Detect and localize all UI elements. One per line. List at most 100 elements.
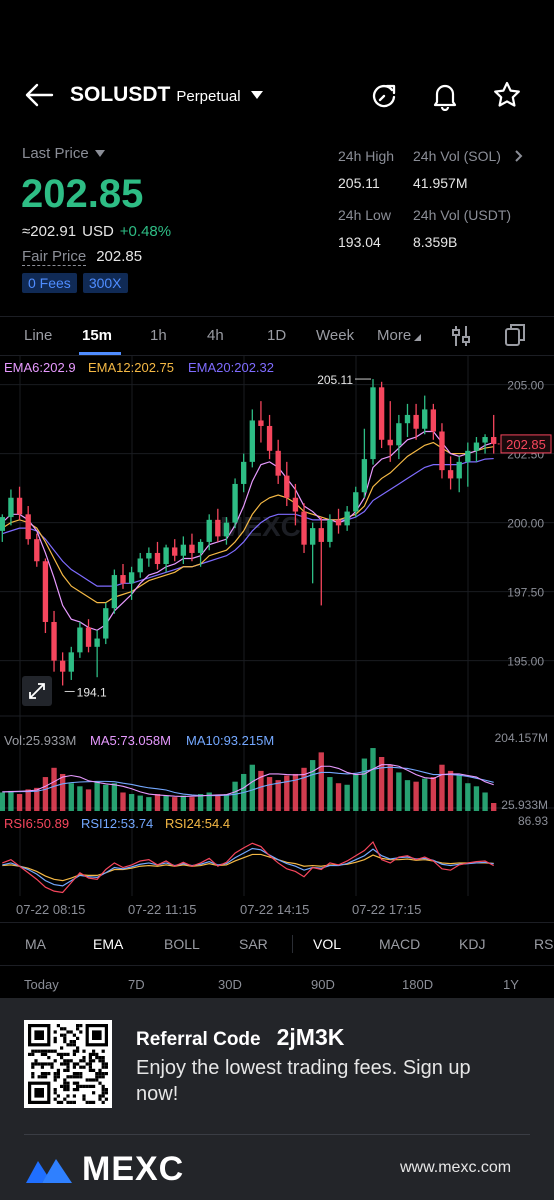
qr-module [40,1065,44,1069]
ema6-line [1,430,494,631]
qr-module [76,1046,80,1050]
tab-week[interactable]: Week [316,327,355,344]
candle [77,621,83,658]
qr-module [79,1075,83,1079]
qr-module [60,1033,64,1037]
range-90d[interactable]: 90D [311,977,335,992]
volume-bar [51,767,57,811]
volume-ma-lines [2,764,494,798]
qr-module [60,1046,64,1050]
low-marker-label: 194.1 [77,685,107,699]
last-price-label: Last Price [22,145,89,162]
range-7d[interactable]: 7D [128,977,145,992]
indicator-sar[interactable]: SAR [239,936,268,952]
tab-1d[interactable]: 1D [267,327,287,344]
qr-module [47,1049,51,1053]
fair-price-value: 202.85 [96,248,143,265]
rsi-lines [2,840,494,894]
qr-module [66,1088,70,1092]
time-label: 07-22 08:15 [16,902,85,917]
candle [180,536,187,565]
candle [309,522,316,584]
qr-module [76,1072,80,1076]
chart-settings-icon[interactable] [504,323,526,352]
range-1y[interactable]: 1Y [503,977,519,992]
qr-module [66,1043,70,1047]
candle [456,456,462,493]
rsi12-legend: RSI12:53.74 [81,816,153,831]
leverage-badge[interactable]: 300X [82,273,128,293]
candle-body [111,575,118,609]
tab-line[interactable]: Line [24,327,53,344]
divider [0,965,554,966]
star-icon[interactable] [492,80,522,115]
qr-module [72,1072,76,1076]
bell-icon[interactable] [431,81,459,116]
symbol-name: SOLUSDT [70,83,171,106]
candle-body [189,544,195,553]
qr-module [88,1065,92,1069]
qr-module [50,1065,54,1069]
indicator-macd[interactable]: MACD [379,936,421,952]
expand-chart-button[interactable] [22,676,52,706]
volume-bar [413,781,419,811]
qr-module [53,1091,57,1095]
indicator-ema[interactable]: EMA [93,936,124,952]
qr-module [66,1068,70,1072]
back-arrow-icon[interactable] [24,82,54,108]
volume-bar [68,783,74,811]
qr-module [72,1088,76,1092]
range-180d[interactable]: 180D [402,977,434,992]
qr-module [60,1062,64,1066]
candle-body [215,519,221,537]
qr-module [69,1043,73,1047]
indicator-ma[interactable]: MA [25,936,46,952]
divider [0,316,554,317]
candle [292,483,299,526]
tab-4h[interactable]: 4h [207,327,224,344]
candle [197,539,204,567]
qr-module [63,1040,67,1044]
high-marker-label: 205.11 [317,373,353,387]
qr-module [44,1049,48,1053]
last-price-selector[interactable]: Last Price [22,145,105,162]
tab-1h[interactable]: 1h [150,327,167,344]
qr-module [76,1049,80,1053]
tab-15m[interactable]: 15m [82,327,113,344]
tab-more[interactable]: More [377,327,422,344]
qr-module [95,1052,99,1056]
refresh-icon[interactable] [370,82,398,115]
indicator-boll[interactable]: BOLL [164,936,200,952]
indicator-settings-icon[interactable] [451,324,471,353]
qr-module [50,1062,54,1066]
candle [335,508,342,534]
range-today[interactable]: Today [24,977,59,992]
qr-module [82,1094,86,1098]
candle [241,453,247,493]
fair-price-label[interactable]: Fair Price [22,248,87,266]
qr-module [31,1049,35,1053]
qr-module [79,1065,83,1069]
candle-body [146,552,152,559]
brand-url[interactable]: www.mexc.com [400,1159,512,1176]
indicator-rsi[interactable]: RS [534,936,554,952]
referral-code[interactable]: 2jM3K [276,1024,345,1050]
candle [258,401,264,443]
kline-chart[interactable]: MEXC 205.00202.50200.00197.50195.00202.8… [0,356,554,922]
indicator-kdj[interactable]: KDJ [459,936,486,952]
candle-body [361,459,368,493]
qr-module [98,1075,102,1079]
brand-name: MEXC [82,1150,185,1188]
zero-fees-badge[interactable]: 0 Fees [22,273,77,293]
symbol-selector[interactable]: SOLUSDT Perpetual [70,83,263,107]
volume-bar [422,778,428,811]
qr-module [98,1056,102,1060]
indicator-vol[interactable]: VOL [313,936,342,952]
range-30d[interactable]: 30D [218,977,242,992]
qr-module [56,1024,60,1028]
chevron-right-icon[interactable] [514,149,524,168]
qr-module [72,1033,76,1037]
candle [8,489,14,526]
qr-module [63,1088,67,1092]
vol-legend: Vol:25.933M [4,733,76,748]
